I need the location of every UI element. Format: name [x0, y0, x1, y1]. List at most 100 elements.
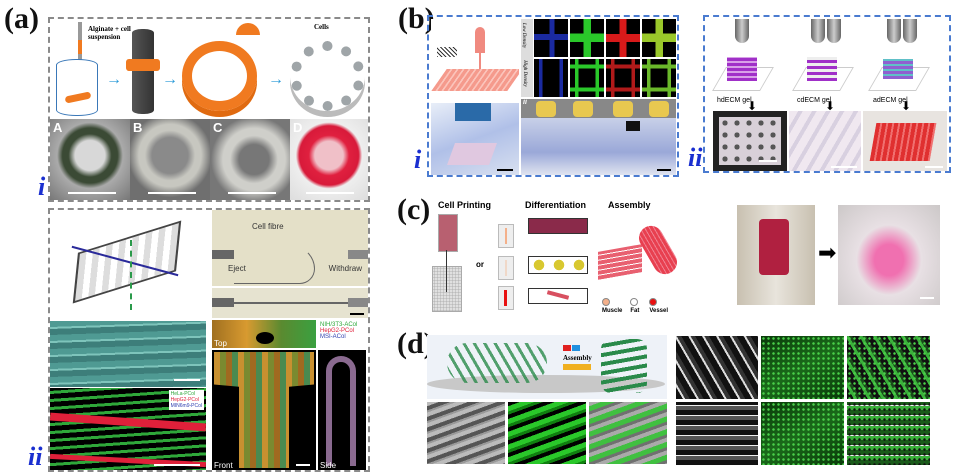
cell-laden-tube-icon: [290, 41, 365, 111]
scale-bar: [831, 166, 857, 168]
brightfield-zigzag-photo: [676, 336, 758, 399]
syringe-label: Alginate + cell suspension: [88, 25, 131, 41]
scale-bar: [148, 192, 196, 194]
hdECM-construct-photo: [713, 111, 787, 171]
step-assembly: Assembly: [608, 200, 651, 210]
grid-printing-schematic: [431, 19, 519, 101]
graphene-icon: [437, 47, 457, 57]
row-labels: Low Density High Density: [521, 19, 533, 97]
fluor-image: [570, 59, 604, 97]
fluor-image: [606, 59, 640, 97]
dECM-printing-schematic: hdECM gel cdECM gel adECM gel ⬇ ⬇ ⬇: [707, 19, 947, 111]
fluorescent-fibres-photo: HeLa-PCol HepG2-PCol MIN6m9-PCol: [50, 388, 206, 470]
fluorescent-zigzag-photo: [761, 336, 844, 399]
down-arrow-icon: ⬇: [825, 99, 836, 111]
flow-arrow-icon: [130, 240, 134, 310]
scale-bar: [350, 313, 364, 315]
top-view-photo: Top: [212, 320, 316, 348]
scale-bar: [296, 464, 310, 466]
photo-a: A: [50, 119, 130, 200]
legend-vessel: Vessel: [649, 298, 668, 314]
down-arrow-icon: ⬇: [747, 99, 758, 111]
fibre-legend: HeLa-PCol HepG2-PCol MIN6m9-PCol: [168, 390, 204, 410]
fluor-image: [642, 59, 676, 97]
fluor-image: [606, 19, 640, 57]
cell-fibre-withdraw-photo: [212, 288, 368, 318]
fluorescent-coil-photo: [761, 402, 844, 465]
adECM-construct-photo: [863, 111, 947, 171]
fluor-image: [534, 19, 568, 57]
printed-grid-icon: [431, 69, 519, 91]
side-view-photo: Side: [318, 350, 366, 470]
panel-b-i-box: Low Density High Density ii: [427, 15, 679, 177]
nozzle-icon: [811, 19, 825, 43]
legend-muscle: Muscle: [602, 298, 622, 314]
fluor-image: [570, 19, 604, 57]
cross-section-icon: [236, 23, 260, 35]
scale-bar: [759, 160, 777, 162]
arrow-icon: →: [162, 71, 178, 88]
down-arrow-icon: ⬇: [901, 99, 912, 111]
panel-b-ii-label: ii: [688, 143, 703, 172]
photo-c: C: [210, 119, 290, 200]
fluor-image: [642, 19, 676, 57]
cells-label: Cells: [314, 23, 329, 31]
tissue-legend: NIH/3T3-ACol HepG2-PCol MSI-ACol: [320, 322, 358, 340]
merged-coil-photo: [847, 402, 930, 465]
multi-nozzle-printer-photo: ii: [521, 99, 676, 175]
assembled-helix-icon: [601, 339, 647, 393]
brightfield-coil-photo: [676, 402, 758, 465]
merged-zigzag-photo: [847, 336, 930, 399]
photo-d: D: [290, 119, 368, 200]
front-view-photo: Front: [212, 350, 316, 470]
vessel-icon: [528, 288, 588, 304]
beaker-icon: [56, 59, 98, 116]
fibre-bundle-photo: [50, 321, 206, 387]
scale-bar: [154, 464, 200, 466]
step-differentiation: Differentiation: [525, 200, 587, 210]
fluor-image: [534, 59, 568, 97]
syringe-icon: [78, 22, 82, 60]
step-cell-printing: Cell Printing: [438, 200, 492, 210]
panel-b-i-label: i: [414, 145, 422, 174]
nozzle-icon: [887, 19, 901, 43]
cell-type-legend: Muscle Fat Vessel: [602, 298, 668, 314]
printer-photo: [431, 103, 519, 175]
scale-bar: [920, 297, 934, 299]
scale-bar: [68, 192, 116, 194]
panel-b-ii-box: hdECM gel cdECM gel adECM gel ⬇ ⬇ ⬇: [703, 15, 951, 173]
nozzle-icon: [903, 19, 917, 43]
mandrel-icon: [126, 29, 160, 114]
panel-a-label: (a): [4, 2, 39, 35]
scale-bar: [925, 166, 943, 168]
tube-fabrication-schematic: Alginate + cell suspension → → → Cells: [50, 19, 368, 119]
legend-fat: Fat: [630, 298, 641, 314]
cultured-meat-tray-photo: [737, 205, 815, 305]
cell-fibre-ejection-photo: Cell fibre Eject Withdraw: [212, 210, 368, 286]
panel-c-label: (c): [397, 193, 431, 226]
arrow-icon: →: [106, 71, 122, 88]
right-arrow-icon: ➡: [818, 240, 837, 265]
cdECM-construct-photo: [789, 111, 861, 171]
scale-bar: [657, 169, 671, 171]
muscle-fibre-icon: [528, 218, 588, 234]
fibre-bundle-icon: [598, 244, 642, 280]
scale-bar: [306, 192, 354, 194]
photo-b: B: [130, 119, 210, 200]
fat-cell-icon: [528, 256, 588, 274]
nozzle-icon: [735, 19, 749, 43]
scale-bar: [228, 192, 276, 194]
support-bath-icon: [432, 266, 462, 312]
scale-bar: [497, 169, 513, 171]
bioink-cartridge-icon: [438, 214, 458, 252]
brightfield-wave-photo: [427, 402, 505, 464]
panel-a-ii-label: ii: [28, 442, 43, 471]
nozzle-icon: [827, 19, 841, 43]
panel-a-i-label: i: [38, 172, 46, 201]
arrow-icon: →: [268, 71, 284, 88]
cultured-meat-photo: [838, 205, 940, 305]
assembly-arrow-icon: [563, 364, 591, 370]
merged-wave-photo: [589, 402, 667, 464]
nozzle-icon: [475, 27, 485, 53]
scale-bar: [174, 379, 200, 381]
